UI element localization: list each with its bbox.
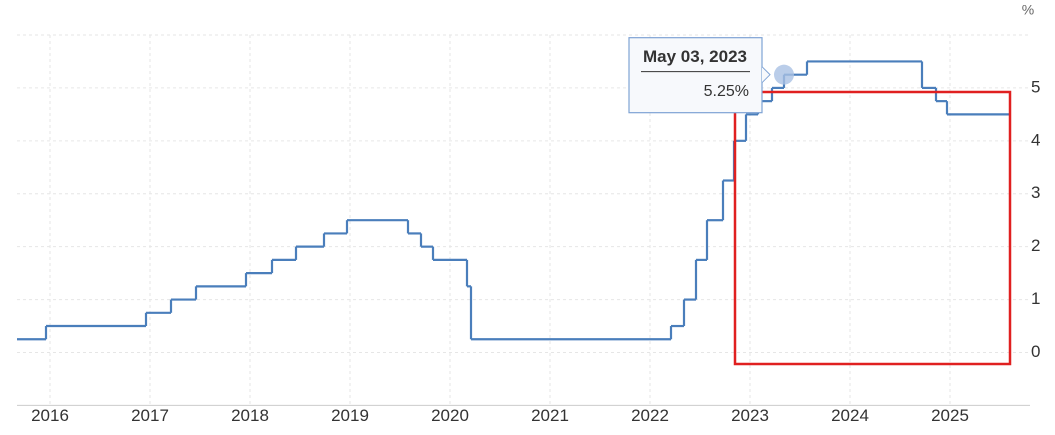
y-tick-label: 4 <box>1031 130 1040 149</box>
tooltip-pointer <box>761 66 771 84</box>
x-tick-label: 2021 <box>531 406 569 425</box>
tooltip-date: May 03, 2023 <box>643 47 747 66</box>
y-tick-label: 0 <box>1031 342 1040 361</box>
x-tick-label: 2016 <box>31 406 69 425</box>
x-tick-label: 2020 <box>431 406 469 425</box>
plot-area: 0 1 2 3 4 5 2016 2017 2018 2019 2020 2021 2022 2023 20… <box>17 34 1040 425</box>
tooltip: May 03, 2023 5.25% <box>628 37 794 114</box>
tooltip-value: 5.25% <box>704 83 749 100</box>
highlight-box <box>733 90 1012 366</box>
y-tick-label: 3 <box>1031 183 1040 202</box>
y-unit: % <box>1022 2 1034 18</box>
y-tick-label: 5 <box>1031 77 1040 96</box>
y-tick-label: 1 <box>1031 289 1040 308</box>
x-tick-label: 2022 <box>631 406 669 425</box>
x-tick-label: 2024 <box>831 406 869 425</box>
x-tick-label: 2023 <box>731 406 769 425</box>
x-tick-label: 2025 <box>931 406 969 425</box>
x-tick-label: 2017 <box>131 406 169 425</box>
hover-point <box>774 64 794 85</box>
x-tick-label: 2019 <box>331 406 369 425</box>
y-tick-label: 2 <box>1031 236 1040 255</box>
x-tick-label: 2018 <box>231 406 269 425</box>
